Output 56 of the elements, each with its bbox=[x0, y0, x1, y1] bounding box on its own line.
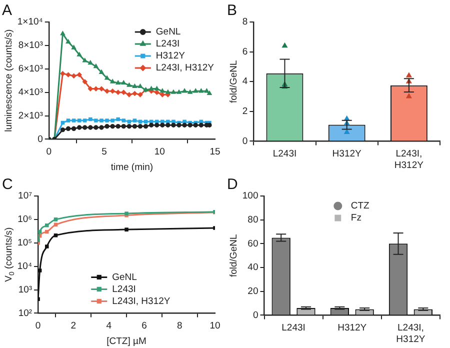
x-tick-label: 5 bbox=[102, 146, 107, 158]
y-tick-label: 0 bbox=[242, 136, 248, 147]
x-tick-label: L243I bbox=[282, 322, 306, 334]
legend-label: H312Y bbox=[156, 50, 186, 62]
y-axis-title: luminescence (counts/s) bbox=[4, 29, 15, 132]
y-tick-label: 6 bbox=[242, 46, 248, 58]
y-tick-label: 6×10³ bbox=[18, 64, 43, 75]
chart-title: A bbox=[2, 2, 12, 20]
legend-label: L243I, H312Y bbox=[112, 296, 171, 307]
chart-title: C bbox=[2, 176, 13, 194]
chart-title: B bbox=[227, 2, 238, 20]
x-tick-label: L243I, H312Y bbox=[396, 322, 426, 345]
y-tick-label: 10² bbox=[18, 308, 32, 319]
x-tick-label: 10 bbox=[210, 320, 220, 332]
x-axis-title: time (min) bbox=[110, 162, 154, 173]
legend-label: L243I, H312Y bbox=[156, 62, 215, 74]
y-tick-label: 10⁶ bbox=[18, 214, 32, 226]
y-tick-label: 10⁴ bbox=[17, 260, 32, 272]
x-tick-label: L243I bbox=[272, 148, 297, 160]
legend-label: CTZ bbox=[350, 200, 370, 212]
y-tick-label: 10⁵ bbox=[18, 238, 32, 249]
y-axis-title: fold/GeNL bbox=[228, 60, 240, 103]
x-tick-label: 6 bbox=[142, 320, 147, 332]
y-tick-label: 0 bbox=[252, 310, 258, 321]
y-tick-label: 80 bbox=[248, 214, 258, 226]
legend-label: GeNL bbox=[156, 26, 181, 38]
y-tick-label: 60 bbox=[248, 238, 258, 250]
x-tick-label: H312Y bbox=[338, 322, 368, 334]
x-tick-label: 15 bbox=[210, 146, 220, 158]
legend-label: GeNL bbox=[112, 272, 137, 283]
y-tick-label: 10³ bbox=[18, 284, 32, 296]
x-tick-label: L243I, H312Y bbox=[394, 148, 424, 171]
x-tick-label: H312Y bbox=[332, 148, 362, 160]
x-tick-label: 2 bbox=[70, 320, 76, 332]
chart-title: D bbox=[227, 176, 238, 194]
y-tick-label: 40 bbox=[248, 262, 258, 274]
legend-label: L243I bbox=[156, 38, 180, 50]
x-tick-label: 8 bbox=[176, 320, 182, 332]
y-tick-label: 1×10⁴ bbox=[17, 16, 43, 28]
y-tick-label: 4×10³ bbox=[18, 86, 43, 98]
y-axis-title: fold/GeNL bbox=[228, 234, 240, 277]
x-tick-label: 4 bbox=[106, 320, 112, 332]
y-tick-label: 20 bbox=[248, 286, 258, 297]
legend-label: Fz bbox=[350, 212, 362, 224]
y-tick-label: 10⁷ bbox=[18, 190, 33, 202]
y-tick-label: 8×10³ bbox=[18, 40, 43, 52]
y-tick-label: 4 bbox=[242, 76, 248, 88]
y-tick-label: 2×10³ bbox=[18, 110, 43, 122]
y-tick-label: 0 bbox=[38, 134, 43, 145]
x-tick-label: 0 bbox=[46, 146, 52, 158]
x-tick-label: 10 bbox=[154, 146, 165, 158]
y-tick-label: 8 bbox=[242, 16, 248, 28]
x-axis-title: [CTZ] µM bbox=[106, 336, 146, 347]
y-tick-label: 100 bbox=[242, 190, 258, 202]
legend-label: L243I bbox=[112, 284, 136, 295]
y-tick-label: 2 bbox=[242, 106, 248, 118]
